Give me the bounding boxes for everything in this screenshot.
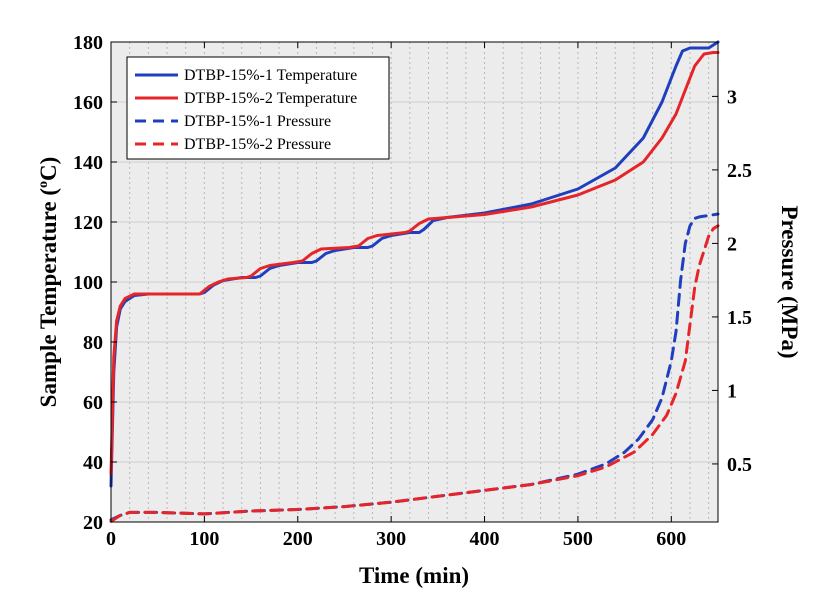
legend-label-1: DTBP-15%-1 Temperature — [184, 67, 357, 84]
x-tick-label: 500 — [563, 528, 593, 550]
x-axis-title: Time (min) — [359, 563, 469, 588]
y-left-tick-label: 40 — [83, 452, 103, 474]
x-tick-label: 200 — [283, 528, 313, 550]
y-right-axis-title: Pressure (MPa) — [777, 205, 802, 358]
y-left-tick-label: 140 — [73, 152, 103, 174]
legend-label-4: DTBP-15%-2 Pressure — [184, 136, 331, 153]
y-left-tick-label: 80 — [83, 332, 103, 354]
y-left-tick-label: 160 — [73, 92, 103, 114]
x-tick-label: 0 — [106, 528, 116, 550]
y-left-tick-label: 180 — [73, 32, 103, 54]
y-right-tick-label: 2.5 — [727, 160, 752, 182]
legend-label-2: DTBP-15%-2 Temperature — [184, 90, 357, 107]
y-left-axis-title-superscript: o — [36, 181, 51, 188]
y-right-tick-label: 1.5 — [727, 307, 752, 329]
y-right-tick-label: 0.5 — [727, 454, 752, 476]
y-right-tick-label: 1 — [727, 380, 737, 402]
x-tick-labels: 0 100 200 300 400 500 600 — [106, 528, 686, 550]
data-series — [109, 40, 720, 523]
legend: DTBP-15%-1 Temperature DTBP-15%-2 Tempera… — [126, 56, 390, 160]
x-tick-label: 300 — [376, 528, 406, 550]
series-line-4 — [109, 224, 720, 523]
axis-ticks — [110, 41, 718, 523]
y-left-tick-labels: 20 40 60 80 100 120 140 160 180 — [73, 32, 103, 534]
y-left-axis-title: Sample Temperature (oC) — [36, 157, 61, 408]
x-tick-label: 600 — [656, 528, 686, 550]
y-right-tick-label: 2 — [727, 233, 737, 255]
y-left-tick-label: 20 — [83, 512, 103, 534]
series-line-2 — [109, 51, 720, 476]
x-tick-label: 400 — [470, 528, 500, 550]
y-left-tick-label: 100 — [73, 272, 103, 294]
x-tick-label: 100 — [189, 528, 219, 550]
y-right-tick-label: 3 — [727, 86, 737, 108]
y-left-axis-title-tail: C) — [36, 157, 61, 181]
y-left-tick-label: 120 — [73, 212, 103, 234]
y-left-axis-title-main: Sample Temperature ( — [36, 188, 61, 407]
y-left-tick-label: 60 — [83, 392, 103, 414]
y-right-tick-labels: 0.5 1 1.5 2 2.5 3 — [727, 86, 752, 476]
legend-label-3: DTBP-15%-1 Pressure — [184, 113, 331, 130]
